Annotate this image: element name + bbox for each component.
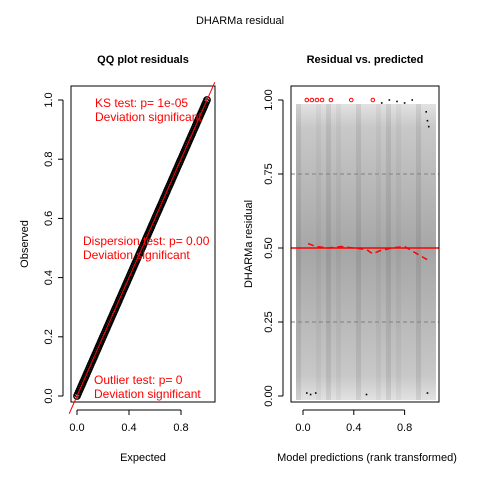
residual-points-layer (304, 97, 430, 396)
ks-test-result: Deviation significant (95, 110, 202, 124)
residual-panel: Residual vs. predicted 0.0 0.4 0.8 0.00 0.2… (243, 54, 457, 464)
qq-x-tick-label: 0.0 (69, 422, 84, 434)
residual-point (425, 111, 427, 113)
dispersion-test-label: Dispersion test: p= 0.00 (83, 234, 210, 248)
qq-point (203, 96, 211, 104)
ks-test-label: KS test: p= 1e-05 (95, 96, 188, 110)
residual-band-stripe (336, 104, 341, 400)
residual-point (314, 392, 317, 394)
residual-band-stripe (316, 104, 321, 400)
residual-y-tick-label: 0.75 (263, 163, 275, 184)
residual-point (388, 99, 391, 101)
qq-y-tick-label: 1.0 (43, 92, 55, 107)
qq-y-axis-title: Observed (19, 220, 31, 268)
qq-y-tick-label: 0.6 (43, 211, 55, 226)
residual-plot-frame (290, 85, 440, 403)
residual-y-tick-label: 0.25 (263, 311, 275, 332)
residual-point (411, 99, 414, 101)
outlier-test-label: Outlier test: p= 0 (94, 373, 183, 387)
residual-x-tick-label: 0.0 (295, 422, 310, 434)
residual-panel-title: Residual vs. predicted (307, 54, 424, 66)
residual-band-stripe (386, 104, 391, 400)
residual-point (380, 102, 383, 104)
residual-x-axis: 0.0 0.4 0.8 (295, 409, 412, 434)
qq-x-axis-title: Expected (120, 452, 166, 464)
residual-point (426, 392, 429, 394)
qq-x-tick-label: 0.8 (173, 422, 188, 434)
qq-y-tick-label: 0.2 (43, 329, 55, 344)
qq-panel: QQ plot residuals 0.0 0.4 0.8 0.0 0.2 0.4 0.6… (19, 54, 216, 464)
qq-x-axis: 0.0 0.4 0.8 (69, 409, 189, 434)
figure-title: DHARMa residual (196, 15, 284, 27)
residual-x-tick-label: 0.8 (397, 422, 412, 434)
residual-outlier-point (348, 97, 354, 103)
residual-band-stripe (326, 104, 331, 400)
qq-y-tick-label: 0.4 (43, 270, 55, 285)
residual-band-stripe (356, 104, 361, 400)
residual-y-tick-label: 0.50 (263, 237, 275, 258)
residual-outlier-point (319, 97, 325, 103)
outlier-test-result: Deviation significant (94, 387, 201, 401)
residual-x-tick-label: 0.4 (346, 422, 361, 434)
residual-band-stripe (396, 104, 401, 400)
residual-band-stripe (416, 104, 421, 400)
dispersion-test-result: Deviation significant (83, 248, 190, 262)
residual-point (365, 393, 368, 396)
residual-outlier-point (314, 97, 320, 103)
residual-outlier-point (304, 97, 310, 103)
residual-point (403, 102, 406, 104)
residual-x-axis-title: Model predictions (rank transformed) (277, 452, 457, 464)
qq-x-tick-label: 0.4 (121, 422, 136, 434)
qq-reference-line (68, 82, 216, 414)
residual-band-stripe (296, 104, 301, 400)
residual-point (426, 119, 429, 122)
residual-y-axis-title: DHARMa residual (243, 200, 255, 288)
residual-reference-lines (291, 173, 439, 323)
qq-y-axis: 0.0 0.2 0.4 0.6 0.8 1.0 (43, 92, 64, 404)
qq-y-tick-label: 0.8 (43, 152, 55, 167)
residual-density-band (296, 104, 436, 400)
qq-plot-frame (70, 85, 216, 403)
residual-point (427, 125, 430, 128)
residual-y-tick-label: 0.00 (263, 385, 275, 406)
residual-y-tick-label: 1.00 (263, 89, 275, 110)
qq-points-layer (73, 96, 211, 400)
residual-outlier-point (370, 97, 376, 103)
residual-point (309, 393, 312, 396)
residual-outlier-point (328, 97, 334, 103)
residual-smooth-line (307, 242, 428, 261)
residual-point (306, 392, 308, 394)
qq-panel-title: QQ plot residuals (97, 54, 189, 66)
residual-point (396, 100, 398, 103)
qq-y-tick-label: 0.0 (43, 388, 55, 403)
residual-outlier-point (309, 97, 315, 103)
residual-y-axis: 0.00 0.25 0.50 0.75 1.00 (263, 89, 284, 407)
